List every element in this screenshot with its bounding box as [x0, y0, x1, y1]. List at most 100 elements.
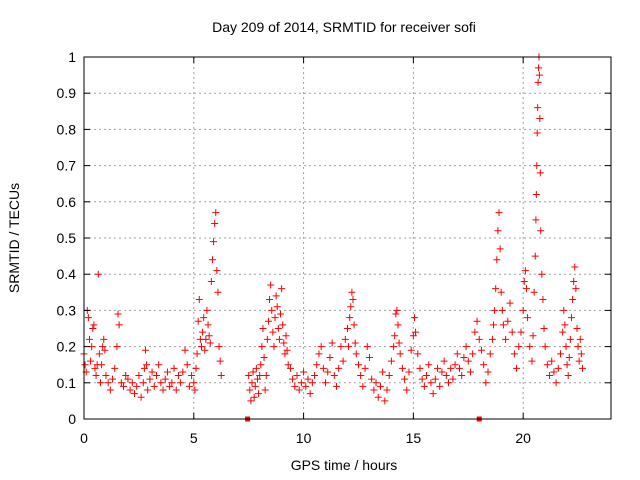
- data-point: [449, 375, 457, 383]
- data-point: [431, 375, 439, 383]
- data-point: [330, 372, 338, 380]
- data-point: [350, 321, 358, 329]
- data-point: [349, 296, 357, 304]
- data-point: [394, 321, 402, 329]
- data-point: [245, 372, 253, 380]
- data-point: [268, 306, 276, 314]
- data-point: [291, 382, 299, 390]
- data-point: [495, 209, 503, 217]
- y-tick-label: 0.2: [57, 339, 77, 355]
- y-tick-label: 0: [68, 411, 76, 427]
- data-point: [84, 314, 92, 322]
- x-tick-label: 15: [406, 430, 422, 446]
- data-point: [246, 386, 254, 394]
- data-point: [99, 343, 107, 351]
- data-point: [96, 379, 104, 387]
- data-point: [493, 256, 501, 264]
- data-point: [575, 357, 583, 365]
- data-point: [322, 379, 330, 387]
- data-point: [398, 364, 406, 372]
- data-point: [571, 263, 579, 271]
- data-point: [250, 393, 258, 401]
- data-point: [521, 267, 529, 275]
- data-point: [280, 339, 288, 347]
- data-point: [247, 397, 255, 405]
- data-point: [159, 386, 167, 394]
- data-point: [248, 379, 256, 387]
- data-point: [538, 270, 546, 278]
- data-point: [535, 64, 543, 72]
- data-point: [208, 256, 216, 264]
- data-point: [405, 368, 413, 376]
- data-point: [282, 332, 290, 340]
- data-point: [462, 343, 470, 351]
- data-point: [445, 379, 453, 387]
- data-point: [528, 357, 536, 365]
- data-point: [89, 325, 97, 332]
- data-point: [418, 375, 426, 383]
- data-point: [561, 321, 569, 329]
- data-point: [191, 386, 199, 394]
- data-point: [560, 306, 568, 314]
- data-point: [572, 285, 580, 293]
- data-point: [351, 339, 359, 347]
- data-point: [122, 372, 130, 380]
- data-point: [529, 332, 537, 340]
- data-point: [166, 382, 174, 390]
- y-tick-label: 1: [68, 49, 76, 65]
- data-point: [506, 299, 514, 307]
- data-point: [143, 361, 151, 369]
- data-point: [163, 368, 171, 376]
- y-tick-labels: 0 0.1 0.2 0.3 0.4 0.5 0.6 0.7 0.8 0.9 1: [57, 49, 77, 427]
- data-point: [391, 332, 399, 340]
- data-point: [385, 372, 393, 380]
- data-point: [429, 390, 437, 398]
- data-points: [80, 53, 586, 405]
- data-point: [284, 361, 292, 369]
- data-point: [102, 372, 110, 380]
- data-point: [569, 296, 577, 304]
- data-point: [98, 361, 106, 369]
- data-point: [152, 372, 160, 380]
- data-point: [192, 364, 200, 372]
- data-point: [277, 310, 285, 318]
- data-point: [161, 375, 169, 383]
- data-point: [442, 372, 450, 380]
- data-point: [354, 361, 362, 369]
- data-point: [257, 361, 265, 369]
- data-point: [194, 317, 202, 325]
- data-point: [566, 335, 574, 343]
- data-point: [531, 252, 539, 260]
- data-point: [87, 357, 95, 365]
- data-point: [552, 379, 560, 387]
- data-point: [308, 379, 316, 387]
- data-point: [490, 321, 498, 329]
- y-tick-label: 0.1: [57, 375, 77, 391]
- data-point: [376, 382, 384, 390]
- data-point: [372, 379, 380, 387]
- data-point: [111, 364, 119, 372]
- data-point: [262, 372, 270, 380]
- data-point: [293, 372, 301, 380]
- data-point: [458, 372, 466, 380]
- data-point: [205, 332, 213, 340]
- data-point: [324, 368, 332, 376]
- data-point: [425, 361, 433, 369]
- data-point: [532, 216, 540, 224]
- data-point: [383, 386, 391, 394]
- data-point: [100, 335, 108, 343]
- data-point: [183, 361, 191, 369]
- x-axis-label: GPS time / hours: [291, 457, 398, 473]
- y-tick-label: 0.8: [57, 121, 77, 137]
- data-point: [348, 288, 356, 296]
- x-tick-labels: 0 5 10 15 20: [80, 430, 531, 446]
- data-point: [577, 350, 585, 358]
- data-point: [140, 364, 148, 372]
- data-point: [216, 357, 224, 365]
- data-point: [104, 379, 112, 387]
- data-point: [333, 382, 341, 390]
- data-point: [94, 270, 102, 278]
- data-point: [179, 368, 187, 376]
- data-point: [249, 368, 257, 376]
- data-point: [543, 361, 551, 369]
